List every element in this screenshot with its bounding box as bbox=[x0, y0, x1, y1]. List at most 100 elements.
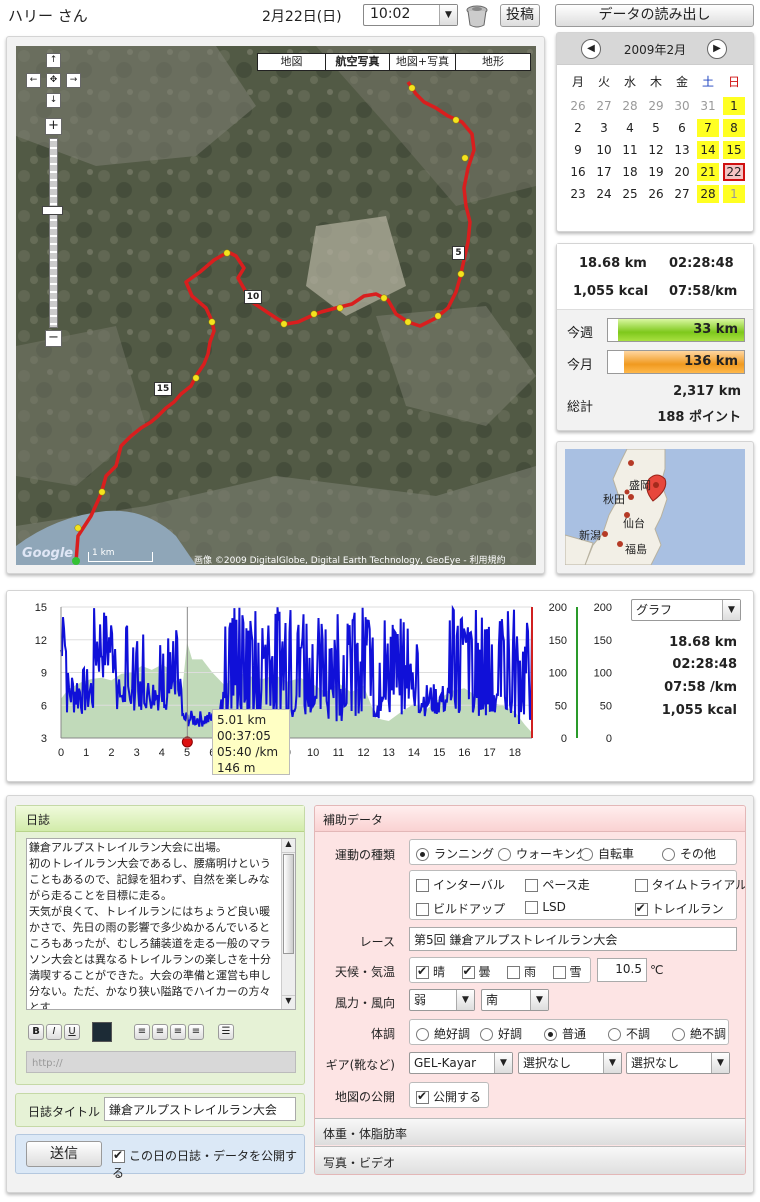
calendar-day[interactable]: 7 bbox=[697, 119, 719, 137]
run-type-option[interactable]: ペース走 bbox=[525, 876, 590, 893]
calendar-day[interactable]: 9 bbox=[574, 143, 582, 157]
condition-option[interactable]: 不調 bbox=[608, 1025, 650, 1042]
diary-textarea[interactable]: 鎌倉アルプストレイルラン大会に出場。 初のトレイルラン大会であるし、腰痛明けとい… bbox=[26, 838, 296, 1010]
diary-scrollbar[interactable]: ▲ ▼ bbox=[281, 839, 295, 1009]
align-center-icon[interactable]: ≡ bbox=[152, 1024, 168, 1040]
run-type-option[interactable]: トレイルラン bbox=[634, 900, 724, 917]
map-public-checkbox[interactable] bbox=[416, 1089, 429, 1104]
checkbox[interactable] bbox=[461, 964, 475, 979]
pan-down-button[interactable]: ↓ bbox=[46, 93, 61, 108]
calendar-day[interactable]: 25 bbox=[622, 187, 638, 201]
calendar-day[interactable]: 23 bbox=[570, 187, 586, 201]
send-button[interactable]: 送信 bbox=[26, 1141, 102, 1167]
run-type-option[interactable]: LSD bbox=[525, 900, 566, 914]
diary-title-input[interactable]: 鎌倉アルプストレイルラン大会 bbox=[104, 1097, 296, 1121]
radio-button[interactable] bbox=[416, 848, 429, 861]
calendar-day[interactable]: 15 bbox=[723, 141, 745, 159]
calendar-day[interactable]: 27 bbox=[674, 187, 690, 201]
checkbox[interactable] bbox=[507, 966, 520, 979]
calendar-day[interactable]: 1 bbox=[723, 97, 745, 115]
run-type-option[interactable]: タイムトライアル bbox=[634, 876, 745, 893]
align-justify-icon[interactable]: ≡ bbox=[188, 1024, 204, 1040]
body-data-header[interactable]: 体重・体脂肪率 bbox=[315, 1118, 745, 1145]
bold-button[interactable]: B bbox=[28, 1024, 44, 1040]
calendar-day[interactable]: 27 bbox=[596, 99, 612, 113]
calendar-day[interactable]: 3 bbox=[600, 121, 608, 135]
graph-cursor-marker[interactable] bbox=[181, 736, 193, 748]
exercise-option[interactable]: ランニング bbox=[416, 845, 494, 862]
align-left-icon[interactable]: ≡ bbox=[134, 1024, 150, 1040]
condition-option[interactable]: 絶不調 bbox=[672, 1025, 726, 1042]
calendar-day[interactable]: 1 bbox=[723, 185, 745, 203]
minimap[interactable]: 盛岡 秋田 仙台 新潟 福島 bbox=[565, 449, 745, 565]
calendar-day[interactable]: 10 bbox=[596, 143, 612, 157]
post-button[interactable]: 投稿 bbox=[500, 4, 540, 27]
publish-checkbox[interactable] bbox=[112, 1148, 125, 1163]
radio-button[interactable] bbox=[662, 848, 675, 861]
map-type-satellite[interactable]: 航空写真 bbox=[326, 54, 390, 70]
pan-center-button[interactable]: ✥ bbox=[46, 73, 61, 88]
weather-option[interactable]: 晴 bbox=[416, 963, 445, 980]
calendar-day[interactable]: 21 bbox=[697, 163, 719, 181]
calendar-day[interactable]: 13 bbox=[674, 143, 690, 157]
calendar-day[interactable]: 28 bbox=[697, 185, 719, 203]
calendar-day[interactable]: 2 bbox=[574, 121, 582, 135]
calendar-day[interactable]: 26 bbox=[570, 99, 586, 113]
scroll-down-icon[interactable]: ▼ bbox=[282, 995, 295, 1009]
align-right-icon[interactable]: ≡ bbox=[170, 1024, 186, 1040]
radio-button[interactable] bbox=[498, 848, 511, 861]
run-type-option[interactable]: インターバル bbox=[416, 876, 505, 893]
weather-option[interactable]: 雪 bbox=[552, 963, 582, 980]
calendar-day[interactable]: 12 bbox=[648, 143, 664, 157]
run-type-option[interactable]: ビルドアップ bbox=[416, 900, 505, 917]
checkbox[interactable] bbox=[416, 879, 429, 892]
checkbox[interactable] bbox=[525, 901, 539, 914]
checkbox[interactable] bbox=[416, 903, 429, 916]
radio-button[interactable] bbox=[480, 1028, 493, 1041]
time-select[interactable]: 10:02 ▼ bbox=[363, 4, 458, 26]
publish-checkbox-row[interactable]: この日の日誌・データを公開する bbox=[112, 1147, 304, 1181]
calendar-day[interactable]: 5 bbox=[652, 121, 660, 135]
temperature-input[interactable]: 10.5 bbox=[597, 958, 647, 982]
calendar-day[interactable]: 6 bbox=[678, 121, 686, 135]
zoom-slider-handle[interactable] bbox=[42, 206, 63, 215]
trash-icon[interactable] bbox=[464, 3, 490, 29]
gear-select-3[interactable]: 選択なし ▼ bbox=[626, 1052, 730, 1074]
calendar-day[interactable]: 11 bbox=[622, 143, 638, 157]
radio-button[interactable] bbox=[672, 1028, 685, 1041]
elevation-pace-graph[interactable]: 1512963200150100500200150100500012345678… bbox=[7, 597, 627, 775]
prev-month-button[interactable]: ◀ bbox=[581, 39, 601, 59]
calendar-day[interactable]: 30 bbox=[674, 99, 690, 113]
calendar-day[interactable]: 29 bbox=[648, 99, 664, 113]
checkbox[interactable] bbox=[634, 879, 648, 892]
graph-type-select[interactable]: グラフ ▼ bbox=[631, 599, 741, 621]
next-month-button[interactable]: ▶ bbox=[707, 39, 727, 59]
calendar-day[interactable]: 17 bbox=[596, 165, 612, 179]
radio-button[interactable] bbox=[544, 1028, 557, 1041]
calendar-day[interactable]: 19 bbox=[648, 165, 664, 179]
calendar-day[interactable]: 20 bbox=[674, 165, 690, 179]
condition-option[interactable]: 好調 bbox=[480, 1025, 522, 1042]
satellite-map[interactable]: 5 10 15 地図 航空写真 地図+写真 地形 ↑ ← ✥ → ↓ + − G… bbox=[16, 46, 536, 565]
scroll-thumb[interactable] bbox=[283, 854, 294, 954]
race-input[interactable]: 第5回 鎌倉アルプストレイルラン大会 bbox=[409, 927, 737, 951]
list-icon[interactable]: ☰ bbox=[218, 1024, 234, 1040]
calendar-day[interactable]: 31 bbox=[700, 99, 716, 113]
radio-button[interactable] bbox=[608, 1028, 621, 1041]
pan-left-button[interactable]: ← bbox=[26, 73, 41, 88]
map-type-hybrid[interactable]: 地図+写真 bbox=[390, 54, 456, 70]
text-color-button[interactable] bbox=[92, 1022, 112, 1042]
calendar-day[interactable]: 18 bbox=[622, 165, 638, 179]
condition-option[interactable]: 絶好調 bbox=[416, 1025, 470, 1042]
photo-video-header[interactable]: 写真・ビデオ bbox=[315, 1146, 745, 1174]
gear-select-2[interactable]: 選択なし ▼ bbox=[518, 1052, 622, 1074]
wind-strength-select[interactable]: 弱 ▼ bbox=[409, 989, 475, 1011]
condition-option[interactable]: 普通 bbox=[544, 1025, 586, 1042]
weather-option[interactable]: 曇 bbox=[461, 963, 491, 980]
gear-select-1[interactable]: GEL-Kayar ▼ bbox=[409, 1052, 513, 1074]
wind-direction-select[interactable]: 南 ▼ bbox=[481, 989, 549, 1011]
calendar-day[interactable]: 8 bbox=[723, 119, 745, 137]
calendar-day[interactable]: 16 bbox=[570, 165, 586, 179]
weather-option[interactable]: 雨 bbox=[507, 963, 536, 980]
scroll-up-icon[interactable]: ▲ bbox=[282, 839, 295, 853]
